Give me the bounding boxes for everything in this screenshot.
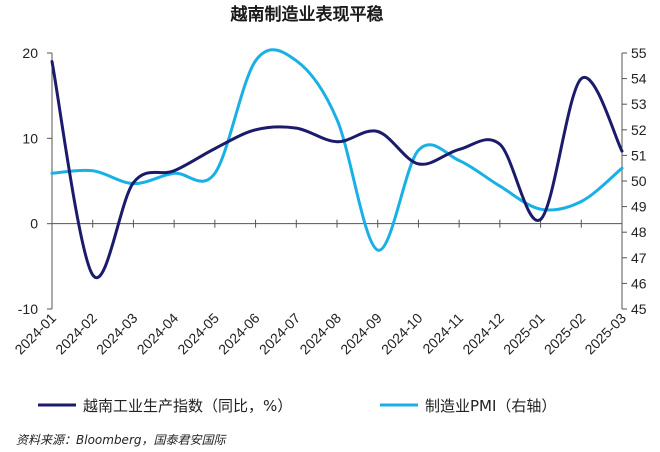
y-right-tick-label: 45 <box>631 301 647 317</box>
x-tick-label: 2024-06 <box>215 310 263 358</box>
legend: 越南工业生产指数（同比，%） 制造业PMI（右轴） <box>38 397 556 415</box>
series-line-pmi <box>50 48 624 252</box>
x-tick-label: 2024-03 <box>93 310 141 358</box>
x-tick-label: 2024-05 <box>174 310 222 358</box>
legend-label-pmi: 制造业PMI（右轴） <box>425 397 556 415</box>
y-left-tick-label: 0 <box>30 216 38 232</box>
y-left-tick-label: -10 <box>18 301 38 317</box>
y-left-tick-label: 10 <box>22 130 38 146</box>
x-tick-label: 2024-09 <box>337 310 385 358</box>
x-tick-label: 2024-02 <box>52 310 100 358</box>
x-tick-label: 2024-04 <box>134 310 182 358</box>
chart-title: 越南制造业表现平稳 <box>230 4 384 25</box>
series-group <box>50 48 624 280</box>
x-tick-label: 2024-11 <box>419 310 466 357</box>
axes: -100102045464748495051525354552024-01202… <box>11 45 646 357</box>
y-right-tick-label: 46 <box>631 275 647 291</box>
x-tick-label: 2025-03 <box>581 310 629 358</box>
x-tick-label: 2024-10 <box>378 310 426 358</box>
legend-label-industrial-production: 越南工业生产指数（同比，%） <box>83 397 292 415</box>
y-right-tick-label: 48 <box>631 224 647 240</box>
x-tick-label: 2025-02 <box>541 310 589 358</box>
y-right-tick-label: 52 <box>631 122 647 138</box>
x-tick-label: 2025-01 <box>500 310 548 358</box>
x-tick-label: 2024-08 <box>296 310 344 358</box>
y-right-tick-label: 53 <box>631 96 647 112</box>
y-right-tick-label: 50 <box>631 173 647 189</box>
y-right-tick-label: 47 <box>631 250 647 266</box>
series-line-industrial-production <box>50 60 624 280</box>
y-right-tick-label: 54 <box>631 71 647 87</box>
source-note: 资料来源：Bloomberg，国泰君安国际 <box>16 433 227 447</box>
y-left-tick-label: 20 <box>22 45 38 61</box>
y-right-tick-label: 49 <box>631 199 647 215</box>
y-right-tick-label: 51 <box>631 147 647 163</box>
y-right-tick-label: 55 <box>631 45 647 61</box>
x-tick-label: 2024-12 <box>459 310 507 358</box>
x-tick-label: 2024-07 <box>256 310 304 358</box>
